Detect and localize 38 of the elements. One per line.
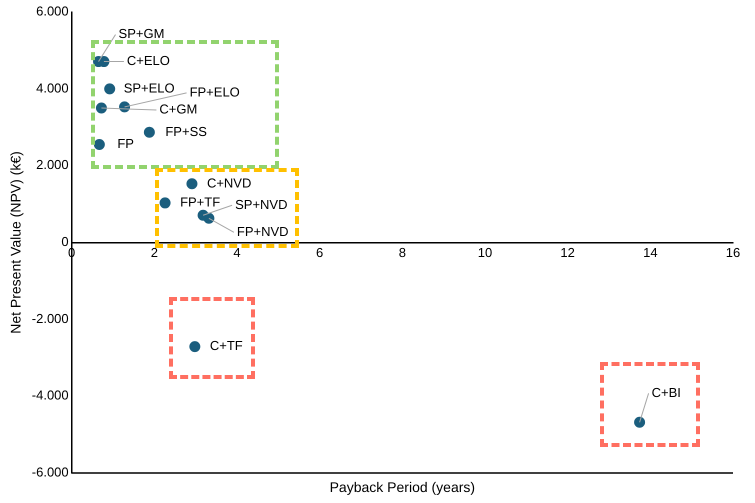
y-tick-label: -4.000 bbox=[32, 388, 69, 403]
annotation: C+ELO bbox=[126, 53, 170, 68]
annotation: C+BI bbox=[652, 384, 681, 400]
x-axis-title: Payback Period (years) bbox=[330, 478, 476, 495]
point bbox=[186, 178, 198, 190]
annotation: FP+TF bbox=[180, 194, 220, 210]
annotation: FP+ELO bbox=[190, 84, 240, 100]
y-tick-label: -6.000 bbox=[32, 464, 69, 480]
annotation: C+TF bbox=[210, 338, 243, 354]
y-tick-label: 4.000 bbox=[36, 80, 69, 96]
y-axis-title: Net Present Value (NPV) (k€) bbox=[7, 151, 24, 334]
y-tick-label: 2.000 bbox=[36, 157, 69, 172]
x-tick-label: 8 bbox=[398, 244, 406, 260]
annotation: FP+NVD bbox=[236, 224, 289, 239]
annotation: C+GM bbox=[159, 102, 198, 117]
annotation: SP+GM bbox=[118, 26, 164, 42]
annotation: FP+SS bbox=[165, 124, 208, 139]
point bbox=[160, 197, 171, 208]
x-tick-label: 6 bbox=[316, 244, 324, 260]
y-tick-label: 0 bbox=[61, 234, 69, 250]
point bbox=[634, 416, 646, 428]
x-tick-label: 10 bbox=[478, 244, 492, 260]
annotation: SP+NVD bbox=[235, 196, 288, 212]
x-tick-label: 4 bbox=[233, 244, 241, 260]
x-tick-label: 12 bbox=[560, 244, 575, 260]
point bbox=[94, 139, 105, 150]
point bbox=[189, 341, 200, 352]
annotation: SP+ELO bbox=[124, 80, 175, 96]
annotation: C+NVD bbox=[206, 175, 252, 190]
point bbox=[104, 83, 116, 94]
x-tick-label: 14 bbox=[643, 244, 658, 260]
point bbox=[96, 102, 107, 114]
point bbox=[144, 126, 155, 138]
x-tick-label: 16 bbox=[726, 244, 740, 260]
y-tick-label: -2.000 bbox=[32, 310, 69, 326]
x-tick-label: 2 bbox=[150, 244, 158, 260]
annotation: FP bbox=[117, 136, 134, 152]
y-tick-label: 6.000 bbox=[36, 4, 69, 19]
